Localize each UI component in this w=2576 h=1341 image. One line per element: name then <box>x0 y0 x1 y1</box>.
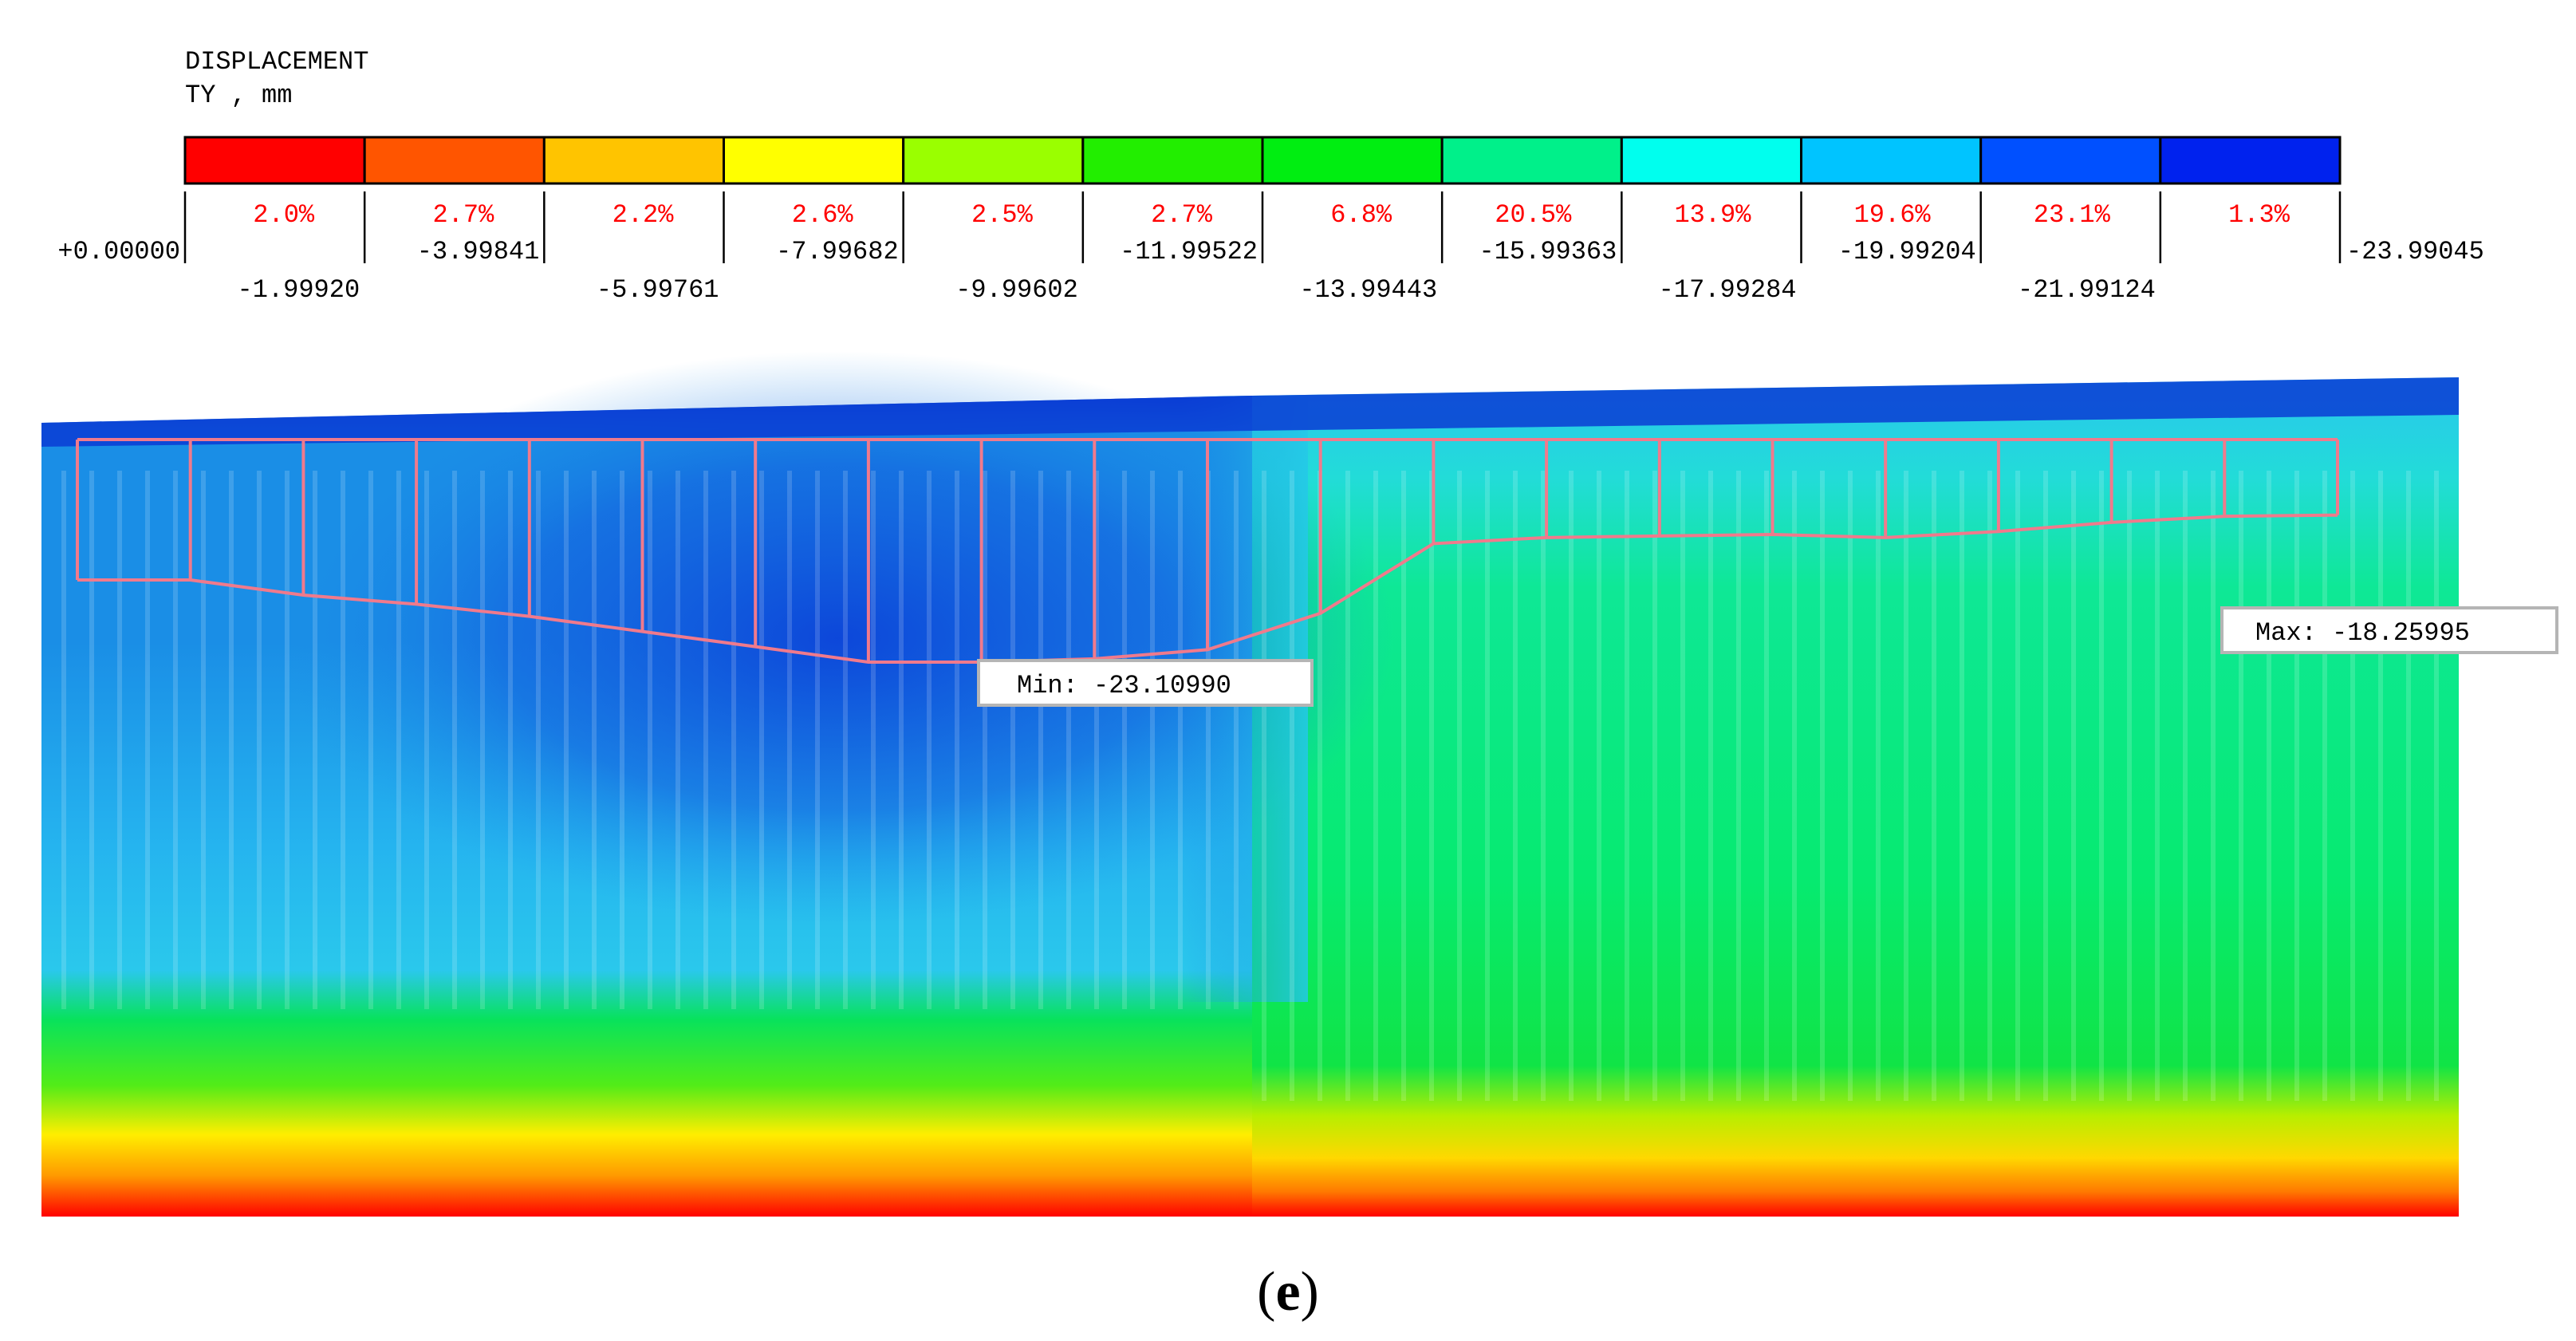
legend-percentage: 6.8% <box>1330 200 1392 230</box>
legend-swatch <box>1440 136 1623 185</box>
legend-boundary-label: -19.99204 <box>1838 237 1976 266</box>
legend-boundary-label: -7.99682 <box>776 237 899 266</box>
max-label: Max: -18.25995 <box>2255 618 2470 648</box>
legend-percentage: 1.3% <box>2228 200 2290 230</box>
legend-swatch <box>1261 136 1444 185</box>
legend-percentage: 2.5% <box>971 200 1034 230</box>
legend-swatch <box>1800 136 1983 185</box>
legend-subtitle: TY , mm <box>185 81 292 110</box>
legend-swatch <box>363 136 546 185</box>
legend-percentage: 20.5% <box>1495 200 1572 230</box>
legend-swatch <box>1620 136 1803 185</box>
legend-swatch <box>1081 136 1264 185</box>
legend-percentage: 2.6% <box>792 200 854 230</box>
legend-boundary-label: -3.99841 <box>417 237 540 266</box>
legend-percentage: 2.7% <box>432 200 494 230</box>
displacement-profile <box>76 438 2339 664</box>
legend-boundary-label: -11.99522 <box>1120 237 1258 266</box>
legend-percentage: 2.0% <box>253 200 315 230</box>
legend-percentage: 19.6% <box>1854 200 1932 230</box>
legend-title: DISPLACEMENT <box>185 47 368 77</box>
legend-swatch <box>2159 136 2342 185</box>
legend-swatch <box>542 136 725 185</box>
panel-label-letter: e <box>1275 1261 1300 1323</box>
legend-swatch <box>902 136 1085 185</box>
legend-boundary-label: -21.99124 <box>2018 275 2156 305</box>
legend-swatch <box>1979 136 2162 185</box>
legend-percentage: 2.7% <box>1151 200 1213 230</box>
legend-percentage: 13.9% <box>1674 200 1751 230</box>
legend-percentage: 23.1% <box>2034 200 2111 230</box>
color-legend: 2.0% 2.7% 2.2% 2.6% 2.5% 2.7% 6.8% 20.5% 13.9% 19… <box>57 136 2484 305</box>
contour-right-zone <box>1252 377 2459 1217</box>
legend-boundary-label: -5.99761 <box>597 275 719 305</box>
contour-field <box>41 351 2459 1217</box>
min-label: Min: -23.10990 <box>1017 671 1231 700</box>
panel-label-open: ( <box>1257 1261 1275 1323</box>
legend-swatch <box>183 136 366 185</box>
legend-boundary-label: -9.99602 <box>955 275 1078 305</box>
max-callout: Max: -18.25995 <box>2220 606 2558 654</box>
legend-swatch <box>723 136 905 185</box>
legend-boundary-label: -1.99920 <box>238 275 360 305</box>
legend-boundary-label: -15.99363 <box>1479 237 1617 266</box>
panel-label-close: ) <box>1301 1261 1319 1323</box>
profile-curve <box>77 513 2338 664</box>
panel-label: (e) <box>1257 1261 1319 1323</box>
max-label-box <box>2220 606 2558 654</box>
legend-boundary-label: -17.99284 <box>1659 275 1797 305</box>
contour-top-band <box>41 377 2459 447</box>
legend-boundary-label: +0.00000 <box>57 237 180 266</box>
min-callout: Min: -23.10990 <box>977 659 1314 707</box>
legend-boundary-label: -23.99045 <box>2346 237 2484 266</box>
min-label-box <box>977 659 1314 707</box>
contour-deep-zone <box>279 351 1396 925</box>
legend-boundary-label: -13.99443 <box>1299 275 1437 305</box>
legend-percentage: 2.2% <box>612 200 675 230</box>
pile-lines <box>61 471 2439 1101</box>
